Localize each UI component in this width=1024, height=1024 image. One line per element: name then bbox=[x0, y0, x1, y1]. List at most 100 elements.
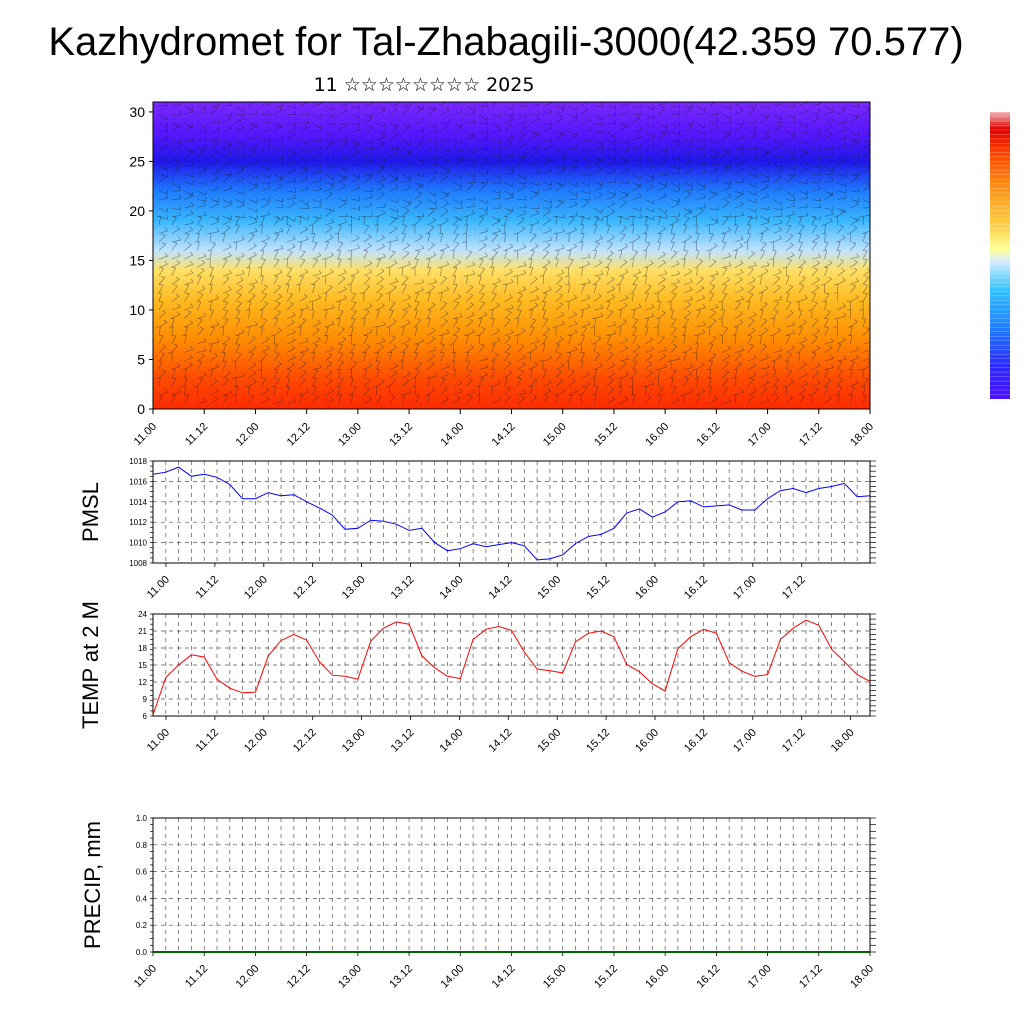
temp-grid bbox=[153, 614, 870, 716]
precip-x-label: 12.12 bbox=[285, 963, 313, 991]
precip-x-label: 14.00 bbox=[438, 963, 466, 991]
precip-y-label: 1.0 bbox=[136, 814, 148, 823]
temp-x-label: 12.12 bbox=[291, 727, 319, 755]
precip-y-label: 0.2 bbox=[136, 921, 148, 930]
pmsl-grid bbox=[153, 461, 870, 563]
heatmap-x-label: 15.12 bbox=[592, 421, 620, 449]
temp-x-label: 13.12 bbox=[389, 727, 417, 755]
precip-x-label: 15.12 bbox=[592, 963, 620, 991]
pmsl-x-label: 14.12 bbox=[486, 574, 514, 602]
heatmap-x-label: 15.00 bbox=[541, 421, 569, 449]
pmsl-x-label: 13.00 bbox=[340, 574, 368, 602]
heatmap-y-label: 30 bbox=[129, 104, 145, 120]
pmsl-y-label: 1018 bbox=[129, 457, 147, 466]
precip-x-label: 12.00 bbox=[234, 963, 262, 991]
precip-x-label: 16.00 bbox=[643, 963, 671, 991]
temp-x-label: 15.00 bbox=[535, 727, 563, 755]
heatmap-y-label: 10 bbox=[129, 302, 145, 318]
heatmap-x-label: 12.00 bbox=[234, 421, 262, 449]
pmsl-y-axis-title: PMSL bbox=[78, 482, 103, 542]
pmsl-x-label: 15.12 bbox=[584, 574, 612, 602]
temp-y-label: 12 bbox=[138, 678, 147, 687]
precip-x-label: 15.00 bbox=[541, 963, 569, 991]
heatmap-y-label: 25 bbox=[129, 153, 145, 169]
temp-x-label: 18.00 bbox=[829, 727, 857, 755]
precip-grid bbox=[153, 818, 870, 952]
precip-x-label: 11.00 bbox=[132, 963, 159, 990]
precip-y-axis-title: PRECIP, mm bbox=[80, 821, 105, 949]
heatmap-x-label: 11.00 bbox=[132, 421, 159, 448]
pmsl-x-label: 17.12 bbox=[780, 574, 808, 602]
temp-x-label: 11.00 bbox=[145, 727, 172, 754]
temp-x-label: 15.12 bbox=[584, 727, 612, 755]
pmsl-y-label: 1012 bbox=[129, 518, 147, 527]
precip-y-label: 0.8 bbox=[136, 841, 148, 850]
pmsl-x-label: 15.00 bbox=[535, 574, 563, 602]
pmsl-x-label: 16.00 bbox=[633, 574, 661, 602]
heatmap-x-label: 18.00 bbox=[848, 421, 876, 449]
pmsl-x-label: 12.00 bbox=[242, 574, 270, 602]
precip-panel: 1.0 0.8 0.6 0.4 0.2 0.0 11.00 11.12 12.00 12.12 13… bbox=[80, 814, 876, 991]
heatmap-y-label: 0 bbox=[137, 401, 145, 417]
temp-y-axis-title: TEMP at 2 M bbox=[78, 601, 103, 729]
temp-y-label: 21 bbox=[138, 627, 147, 636]
pmsl-x-label: 11.00 bbox=[145, 574, 172, 601]
heatmap-x-label: 11.12 bbox=[183, 421, 210, 448]
colorbar bbox=[990, 112, 1010, 399]
heatmap-x-label: 17.12 bbox=[797, 421, 825, 449]
temp-y-label: 18 bbox=[138, 644, 147, 653]
heatmap-x-label: 12.12 bbox=[285, 421, 313, 449]
heatmap-fill bbox=[153, 102, 870, 409]
pmsl-y-label: 1016 bbox=[129, 477, 147, 486]
pmsl-x-label: 16.12 bbox=[682, 574, 710, 602]
heatmap-y-label: 15 bbox=[129, 252, 145, 268]
page-title: Kazhydromet for Tal-Zhabagili-3000(42.35… bbox=[48, 20, 963, 64]
heatmap-x-label: 13.00 bbox=[336, 421, 364, 449]
pmsl-y-label: 1010 bbox=[129, 539, 147, 548]
precip-y-label: 0.4 bbox=[136, 894, 148, 903]
temp-panel: 24 21 18 15 12 9 6 11.00 11.12 12.00 12.12 13.00 13.… bbox=[78, 601, 876, 755]
pmsl-series-line bbox=[152, 466, 871, 561]
precip-x-label: 13.12 bbox=[387, 963, 415, 991]
heatmap-x-label: 14.12 bbox=[490, 421, 518, 449]
heatmap-y-label: 20 bbox=[129, 203, 145, 219]
wind-barbs bbox=[156, 102, 870, 404]
precip-x-label: 13.00 bbox=[336, 963, 364, 991]
temp-y-label: 9 bbox=[143, 695, 148, 704]
temp-x-label: 14.00 bbox=[438, 727, 466, 755]
heatmap-y-label: 5 bbox=[137, 351, 145, 367]
temp-x-label: 17.12 bbox=[780, 727, 808, 755]
precip-x-label: 17.12 bbox=[797, 963, 825, 991]
pmsl-x-label: 17.00 bbox=[731, 574, 759, 602]
heatmap-x-label: 16.00 bbox=[643, 421, 671, 449]
pmsl-x-label: 11.12 bbox=[194, 574, 221, 601]
temp-x-label: 16.12 bbox=[682, 727, 710, 755]
precip-x-label: 16.12 bbox=[695, 963, 723, 991]
heatmap-x-label: 16.12 bbox=[695, 421, 723, 449]
heatmap-x-label: 14.00 bbox=[438, 421, 466, 449]
heatmap-x-label: 17.00 bbox=[746, 421, 774, 449]
pmsl-y-label: 1008 bbox=[129, 559, 147, 568]
precip-y-label: 0.0 bbox=[136, 948, 148, 957]
temp-x-label: 12.00 bbox=[242, 727, 270, 755]
heatmap-panel: 0 5 10 15 20 25 30 11.00 11.12 12.00 12.12 13.00 13.… bbox=[129, 101, 876, 449]
precip-x-label: 17.00 bbox=[746, 963, 774, 991]
precip-y-label: 0.6 bbox=[136, 868, 148, 877]
temp-x-label: 13.00 bbox=[340, 727, 368, 755]
pmsl-x-label: 13.12 bbox=[389, 574, 417, 602]
pmsl-x-label: 14.00 bbox=[438, 574, 466, 602]
precip-x-label: 18.00 bbox=[848, 963, 876, 991]
page-subtitle: 11 ☆☆☆☆☆☆☆☆ 2025 bbox=[314, 74, 535, 96]
heatmap-x-label: 13.12 bbox=[387, 421, 415, 449]
temp-x-label: 17.00 bbox=[731, 727, 759, 755]
pmsl-y-label: 1014 bbox=[129, 498, 147, 507]
temp-x-label: 14.12 bbox=[486, 727, 514, 755]
temp-x-label: 11.12 bbox=[194, 727, 221, 754]
temp-y-label: 24 bbox=[138, 610, 147, 619]
precip-x-label: 14.12 bbox=[490, 963, 518, 991]
pmsl-panel: 1018 1016 1014 1012 1010 1008 11.00 11.12 12.00 1… bbox=[78, 457, 876, 602]
temp-y-label: 15 bbox=[138, 661, 147, 670]
temp-series-line bbox=[152, 619, 871, 716]
pmsl-x-label: 12.12 bbox=[291, 574, 319, 602]
